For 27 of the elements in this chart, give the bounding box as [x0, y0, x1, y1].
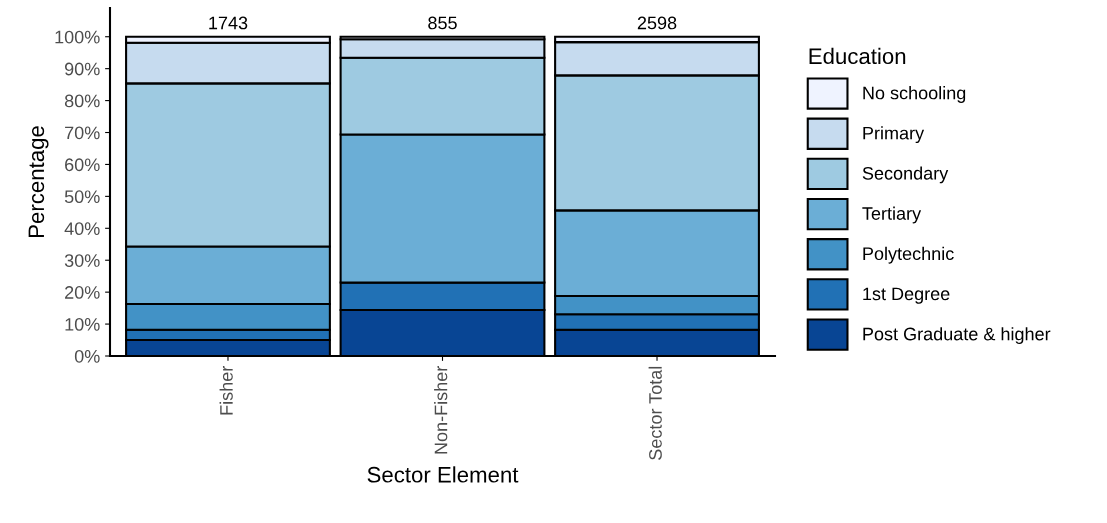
- annotation: 855: [428, 16, 457, 30]
- y-tick-label: 20%: [65, 286, 100, 299]
- x-tick-label: Non-Fisher: [434, 366, 448, 454]
- y-tick-label: 90%: [64, 62, 100, 76]
- y-tick-label: 40%: [64, 222, 100, 236]
- legend-label: No schooling: [863, 86, 966, 103]
- y-tick-label: 30%: [64, 254, 100, 267]
- y-tick-label: 10%: [65, 318, 100, 331]
- y-axis-title: Percentage: [28, 126, 49, 237]
- y-tick-label: 80%: [64, 94, 100, 108]
- y-tick-label: 70%: [65, 126, 100, 140]
- legend-title: Education: [809, 47, 906, 65]
- legend-label: Secondary: [862, 166, 949, 184]
- legend-label: Polytechnic: [863, 246, 954, 264]
- y-tick-label: 60%: [65, 158, 100, 172]
- x-tick-label: Fisher: [219, 366, 233, 415]
- legend-label: Primary: [863, 126, 925, 144]
- legend-label: Post Graduate & higher: [863, 327, 1051, 344]
- y-tick-label: 50%: [64, 190, 100, 204]
- x-tick-label: Sector Total: [648, 366, 662, 460]
- x-axis-title: Sector Element: [367, 466, 519, 483]
- y-tick-label: 0%: [74, 349, 100, 363]
- legend-label: Tertiary: [862, 206, 922, 224]
- annotation: 1743: [209, 16, 248, 30]
- y-tick-label: 100%: [55, 30, 100, 44]
- annotation: 2598: [637, 16, 677, 30]
- legend-label: 1st Degree: [863, 287, 950, 304]
